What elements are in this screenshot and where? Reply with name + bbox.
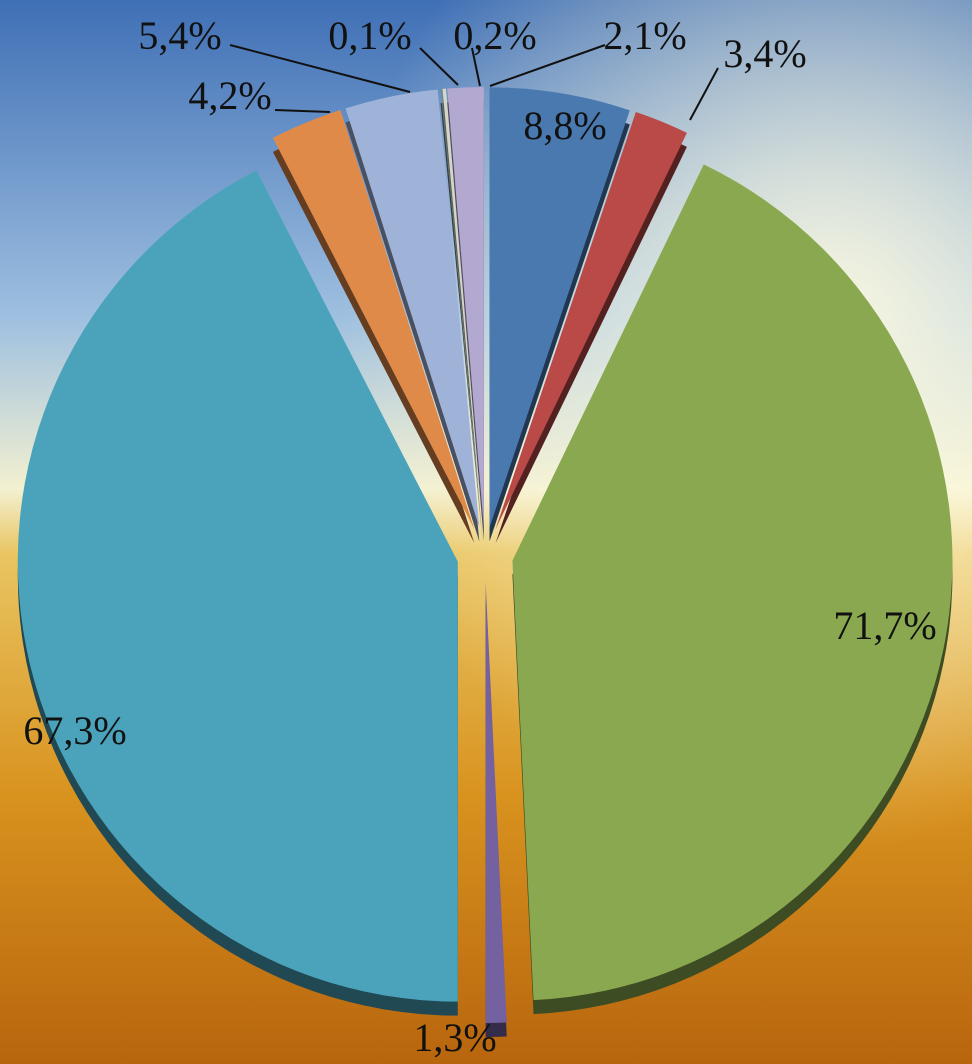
data-label: 2,1% [603,13,686,58]
data-label: 67,3% [23,708,126,753]
data-label: 5,4% [138,13,221,58]
data-label: 3,4% [723,31,806,76]
data-label: 8,8% [523,103,606,148]
page: {"chart_data": {"type": "pie", "series":… [0,0,972,1064]
data-label: 4,2% [188,73,271,118]
data-label: 0,1% [328,13,411,58]
data-label: 71,7% [833,603,936,648]
data-label: 1,3% [413,1015,496,1060]
data-label: 0,2% [453,13,536,58]
chart: 8,8% 3,4% 71,7% 1,3% 67,3% 4,2% 5,4% 0,1% 0,2% 2,… [0,0,972,1064]
